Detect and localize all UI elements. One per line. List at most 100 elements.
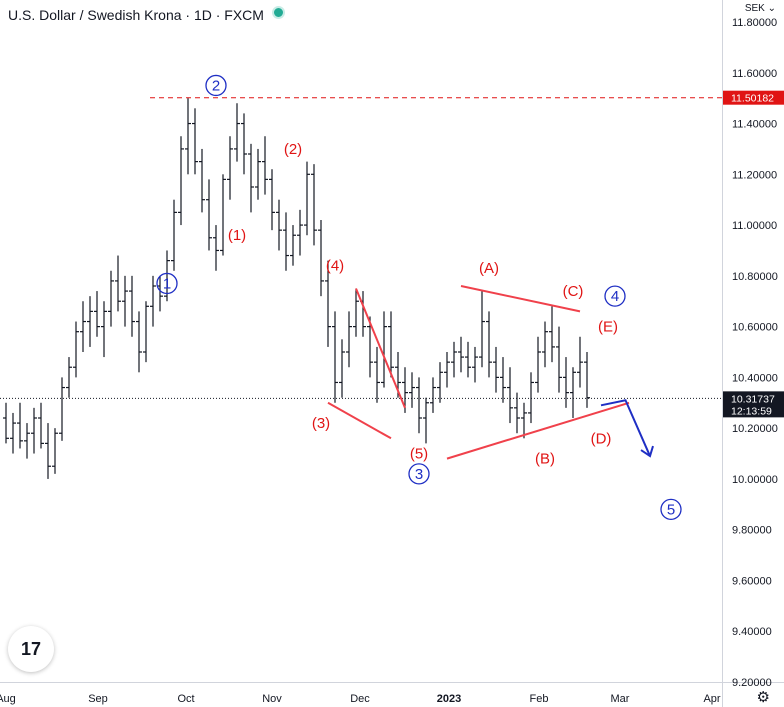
ohlc-bar [332, 311, 338, 403]
wave-label-text: 5 [667, 501, 675, 518]
ohlc-bar [38, 402, 44, 449]
ohlc-bar [339, 339, 345, 398]
wave-label: (2) [284, 141, 302, 158]
ohlc-bar [472, 346, 478, 383]
ohlc-bar [73, 321, 79, 378]
ohlc-bar [381, 311, 387, 388]
ohlc-bar [122, 275, 128, 327]
y-tick-label: 11.60000 [732, 68, 777, 80]
resistance-price-tag-bg [723, 90, 784, 105]
wave-label-text: (4) [326, 258, 344, 275]
y-tick-label: 11.00000 [732, 220, 777, 232]
ohlc-bar [255, 148, 261, 200]
ohlc-bar [283, 212, 289, 271]
ohlc-bar [115, 255, 121, 312]
wave-label-text: (5) [410, 446, 428, 463]
wave-label-text: (2) [284, 141, 302, 158]
ohlc-bar [80, 301, 86, 352]
wave-label: (D) [591, 430, 612, 447]
ohlc-bar [66, 357, 72, 398]
ohlc-bar [213, 225, 219, 271]
y-tick-label: 10.20000 [732, 423, 778, 435]
ohlc-bar [150, 275, 156, 327]
ohlc-bar [577, 336, 583, 388]
y-tick-label: 10.00000 [732, 474, 778, 486]
x-tick-label: Mar [611, 693, 630, 705]
y-tick-label: 9.20000 [732, 677, 772, 689]
ohlc-bar [416, 377, 422, 434]
wave-label: (4) [326, 258, 344, 275]
market-open-icon [271, 6, 285, 19]
ohlc-bar [493, 346, 499, 393]
wave-label: 5 [660, 498, 682, 521]
ohlc-bar [479, 291, 485, 368]
wave-labels: 2 1 3 4 5 (1) (2) (3) (4) (5) (A) (B) (C) (D) (E) [156, 74, 682, 521]
ohlc-bar [570, 367, 576, 418]
wave-label: (B) [535, 451, 555, 468]
ohlc-bar [297, 209, 303, 256]
wave-label-text: (1) [228, 227, 246, 244]
wave-label: (C) [563, 283, 584, 300]
ohlc-bar [143, 301, 149, 363]
ohlc-bar [318, 220, 324, 297]
tradingview-logo-icon[interactable]: 17 [8, 626, 54, 672]
y-tick-label: 11.20000 [732, 169, 777, 181]
ohlc-bar [430, 377, 436, 413]
y-tick-label: 9.80000 [732, 525, 772, 537]
x-tick-label: 2023 [437, 693, 461, 705]
wave-label-text: 2 [212, 77, 220, 94]
ohlc-bar [542, 321, 548, 368]
ohlc-bar [409, 372, 415, 408]
ohlc-bar [535, 336, 541, 393]
ohlc-bar [59, 377, 65, 441]
wave-label: 2 [205, 74, 227, 97]
wave-label-text: (A) [479, 260, 499, 277]
ohlc-bar [206, 179, 212, 251]
ohlc-bar [465, 341, 471, 378]
y-tick-label: 11.40000 [732, 119, 777, 131]
wave-label: (5) [410, 446, 428, 463]
wave-label: (3) [312, 415, 330, 432]
last-price-tag-bg [723, 391, 784, 418]
ohlc-bar [164, 250, 170, 302]
last-price-tag-text: 10.31737 [731, 393, 775, 405]
ohlc-bar [192, 108, 198, 175]
ohlc-bar [367, 316, 373, 378]
ohlc-bar [178, 136, 184, 226]
ohlc-bar [549, 306, 555, 363]
ohlc-bar [556, 326, 562, 393]
ohlc-bar [87, 296, 93, 347]
ohlc-bar [234, 103, 240, 162]
wave-label-circle [156, 272, 178, 295]
ohlc-bar [423, 397, 429, 444]
wave-label: 1 [156, 272, 178, 295]
ohlc-bar [311, 164, 317, 246]
x-tick-label: Sep [88, 693, 108, 705]
wedge-upper-line [355, 288, 406, 409]
ohlc-bar [24, 423, 30, 459]
gear-icon[interactable]: ⚙ [756, 689, 770, 706]
ohlc-bar [108, 270, 114, 327]
triangle-upper-line [460, 285, 581, 313]
ohlc-bar [31, 407, 37, 454]
ohlc-bar [486, 311, 492, 378]
wave-label: (1) [228, 227, 246, 244]
wave-label: 4 [604, 285, 626, 307]
ohlc-bar [500, 357, 506, 403]
currency-selector[interactable]: SEK ⌄ [744, 3, 776, 14]
y-tick-label: 10.80000 [732, 271, 778, 283]
x-tick-label: Nov [262, 693, 282, 705]
ohlc-bar [374, 346, 380, 403]
symbol-title: U.S. Dollar / Swedish Krona · 1D · FXCM [8, 7, 264, 23]
ohlc-bar [136, 311, 142, 373]
ohlc-bar [171, 199, 177, 271]
wave-label-text: (3) [312, 415, 330, 432]
ohlc-bar [185, 98, 191, 175]
ohlc-bar [451, 341, 457, 378]
wave-label-text: 1 [163, 275, 171, 292]
wave-label-circle [205, 74, 227, 97]
projection-arrow [600, 399, 651, 457]
y-tick-label: 11.80000 [732, 17, 777, 29]
